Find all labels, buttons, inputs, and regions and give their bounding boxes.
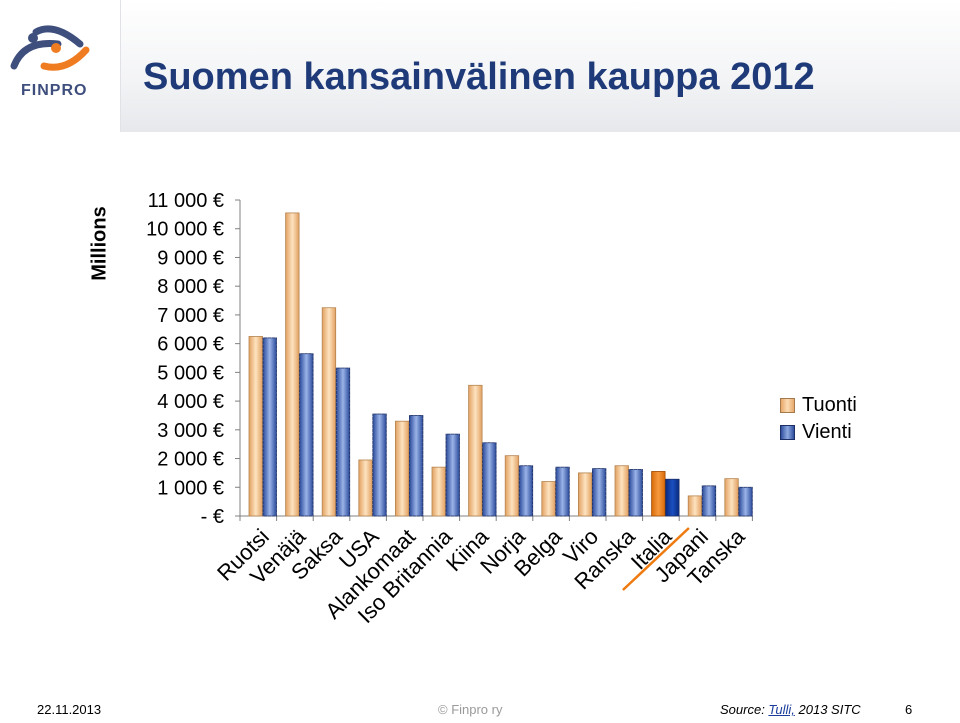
legend-item-vienti: Vienti: [780, 419, 857, 446]
legend-swatch-vienti: [780, 425, 795, 440]
y-tick-label: 3 000 €: [157, 420, 224, 442]
bar-tuonti-viro: [578, 472, 593, 517]
bar-texture: [482, 442, 497, 517]
bar-vienti-ruotsi: [262, 337, 277, 517]
bar-tuonti-venäjä: [285, 212, 300, 517]
source-suffix: 2013 SITC: [794, 702, 861, 717]
bar-texture: [336, 367, 350, 517]
y-tick-label: 5 000 €: [157, 362, 224, 384]
bar-vienti-iso-britannia: [445, 433, 460, 517]
bar-vienti-viro: [592, 468, 607, 517]
bar-vienti-tanska: [738, 486, 753, 517]
y-tick-label: 11 000 €: [148, 190, 224, 212]
bar-tuonti-japani: [687, 495, 703, 517]
bar-vienti-japani: [701, 485, 717, 517]
source-link[interactable]: Tulli,: [768, 702, 795, 717]
legend-item-tuonti: Tuonti: [780, 392, 857, 419]
slide-title: Suomen kansainvälinen kauppa 2012: [143, 56, 815, 98]
bar-tuonti-belga: [541, 481, 556, 517]
source-prefix: Source:: [720, 702, 769, 717]
footer-date: 22.11.2013: [37, 702, 102, 717]
bar-vienti-norja: [518, 465, 534, 517]
bar-tuonti-tanska: [724, 478, 739, 517]
bar-texture: [628, 469, 643, 517]
legend-label-vienti: Vienti: [802, 421, 852, 443]
bar-texture: [555, 466, 570, 517]
legend-swatch-tuonti: [780, 398, 795, 413]
bar-vienti-saksa: [335, 367, 351, 517]
footer-copyright: © Finpro ry: [438, 702, 503, 717]
page-number: 6: [905, 702, 913, 717]
highlight-underline: [622, 527, 690, 591]
bar-tuonti-ruotsi: [248, 336, 263, 517]
bar-vienti-kiina: [482, 442, 497, 517]
header-band: [0, 0, 960, 132]
bar-texture: [702, 485, 716, 517]
y-tick-label: 10 000 €: [146, 219, 224, 241]
bar-tuonti-alankomaat: [394, 420, 410, 517]
bar-tuonti-saksa: [321, 307, 337, 517]
bar-vienti-belga: [555, 466, 570, 517]
chart-legend: Tuonti Vienti: [780, 392, 857, 446]
y-tick-label: 1 000 €: [157, 477, 224, 499]
footer-source: Source: Tulli, 2013 SITC: [720, 702, 861, 717]
logo-panel: FINPRO: [0, 0, 121, 132]
bar-vienti-usa: [372, 413, 387, 517]
y-tick-label: - €: [201, 506, 224, 528]
bar-texture: [409, 415, 424, 517]
y-tick-label: 9 000 €: [157, 247, 224, 269]
bar-tuonti-ranska: [614, 465, 629, 517]
bar-vienti-alankomaat: [408, 415, 424, 517]
bar-tuonti-italia: [651, 471, 666, 517]
bar-chart: 11 000 € 10 000 € 9 000 € 8 000 € 7 000 € 6 0…: [146, 190, 753, 628]
finpro-logo-icon: [10, 25, 90, 71]
bar-vienti-ranska: [628, 469, 643, 517]
bar-tuonti-iso-britannia: [431, 466, 446, 517]
bar-texture: [372, 413, 387, 517]
bar-texture: [738, 487, 753, 517]
logo-text: FINPRO: [21, 82, 88, 99]
bar-tuonti-norja: [504, 455, 520, 517]
bar-vienti-italia: [665, 478, 680, 517]
y-tick-label: 6 000 €: [157, 334, 224, 356]
bar-vienti-venäjä: [299, 353, 314, 517]
y-tick-label: 7 000 €: [157, 305, 224, 327]
legend-label-tuonti: Tuonti: [802, 394, 857, 416]
y-tick-label: 2 000 €: [157, 449, 224, 471]
bar-tuonti-usa: [358, 459, 373, 517]
y-tick-label: 4 000 €: [157, 391, 224, 413]
y-tick-label: 8 000 €: [157, 276, 224, 298]
bar-tuonti-kiina: [468, 384, 483, 517]
